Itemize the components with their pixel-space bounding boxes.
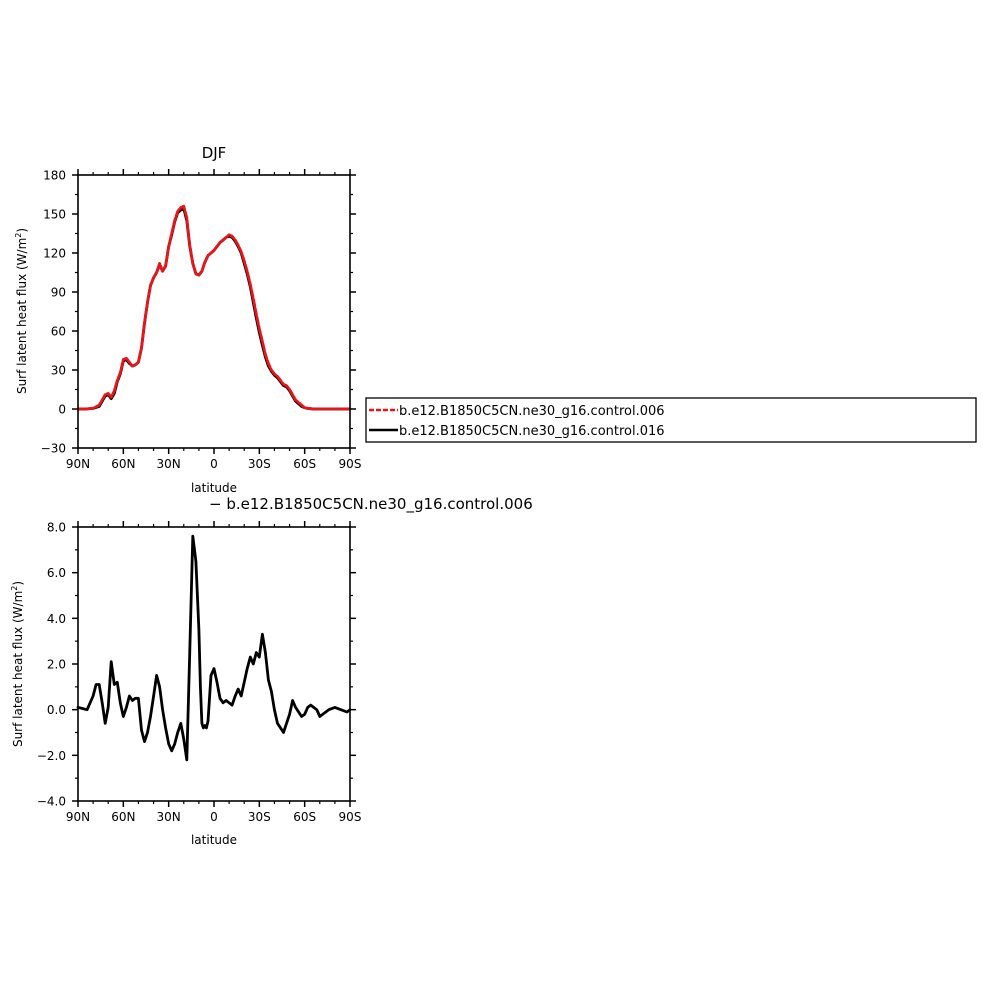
legend-label-control-016: b.e12.B1850C5CN.ne30_g16.control.016 — [399, 424, 665, 439]
bottom-panel-tick-labels: 90N 60N 30N 0 30S 60S 90S −4.0 −2.0 0.0 2.0 4.0 6.0 8… — [37, 521, 362, 825]
bottom-ytick-label: 2.0 — [47, 658, 66, 672]
top-ytick-label: 30 — [51, 364, 66, 378]
top-xtick-label: 30N — [157, 457, 181, 471]
bottom-xtick-label: 60S — [293, 810, 316, 824]
bottom-xtick-label: 60N — [111, 810, 135, 824]
top-xtick-label: 60S — [293, 457, 316, 471]
top-ytick-label: 90 — [51, 286, 66, 300]
bottom-ytick-label: 6.0 — [47, 566, 66, 580]
bottom-panel-title: − b.e12.B1850C5CN.ne30_g16.control.006 — [209, 495, 533, 514]
bottom-xtick-label: 0 — [210, 810, 218, 824]
legend: b.e12.B1850C5CN.ne30_g16.control.006 b.e… — [365, 397, 977, 443]
bottom-panel-ylabel: Surf latent heat flux (W/m2) — [10, 581, 25, 747]
top-ytick-label: −30 — [41, 442, 66, 456]
top-xtick-label: 60N — [111, 457, 135, 471]
bottom-xtick-label: 30S — [248, 810, 271, 824]
top-panel-title: DJF — [202, 144, 227, 162]
top-xtick-label: 90S — [339, 457, 362, 471]
bottom-ytick-label: 4.0 — [47, 612, 66, 626]
top-panel-xlabel: latitude — [191, 481, 237, 495]
top-ytick-label: 0 — [58, 403, 66, 417]
bottom-ytick-label: −4.0 — [37, 795, 66, 809]
bottom-xtick-label: 90N — [66, 810, 90, 824]
top-ytick-label: 120 — [43, 247, 66, 261]
legend-label-control-006: b.e12.B1850C5CN.ne30_g16.control.006 — [399, 404, 665, 419]
bottom-ytick-label: −2.0 — [37, 749, 66, 763]
bottom-panel-ylabel-close: ) — [11, 581, 25, 586]
top-xtick-label: 90N — [66, 457, 90, 471]
top-panel-frame — [77, 174, 351, 449]
bottom-panel-ticks — [72, 521, 356, 807]
top-ytick-label: 150 — [43, 208, 66, 222]
top-ytick-label: 60 — [51, 325, 66, 339]
bottom-panel: − b.e12.B1850C5CN.ne30_g16.control.006 9… — [10, 495, 533, 847]
bottom-panel-xlabel: latitude — [191, 833, 237, 847]
bottom-panel-ylabel-sup: 2 — [10, 586, 19, 591]
top-xtick-label: 0 — [210, 457, 218, 471]
top-panel-tick-labels: 90N 60N 30N 0 30S 60S 90S −30 0 30 60 90 120 150 180 — [41, 169, 362, 472]
top-xtick-label: 30S — [248, 457, 271, 471]
top-series-line-control-006 — [76, 204, 352, 411]
top-panel-series — [76, 204, 352, 411]
top-panel-ylabel-sup: 2 — [14, 233, 23, 238]
legend-box — [365, 397, 977, 443]
top-panel-ticks — [72, 169, 356, 454]
bottom-ytick-label: 8.0 — [47, 521, 66, 535]
bottom-panel-ylabel-main: Surf latent heat flux (W/m — [11, 591, 25, 747]
top-panel-ylabel: Surf latent heat flux (W/m2) — [14, 228, 29, 394]
bottom-panel-series — [76, 534, 352, 762]
bottom-ytick-label: 0.0 — [47, 703, 66, 717]
top-panel-ylabel-main: Surf latent heat flux (W/m — [15, 238, 29, 394]
bottom-xtick-label: 30N — [157, 810, 181, 824]
bottom-panel-frame — [77, 526, 351, 802]
bottom-series-line-control-016 — [76, 534, 352, 762]
bottom-xtick-label: 90S — [339, 810, 362, 824]
top-panel: DJF 90N 60N 30N 0 30S 60S 90S −30 0 30 60 90 120 150 1… — [14, 144, 361, 495]
top-ytick-label: 180 — [43, 169, 66, 183]
top-panel-ylabel-close: ) — [15, 228, 29, 233]
